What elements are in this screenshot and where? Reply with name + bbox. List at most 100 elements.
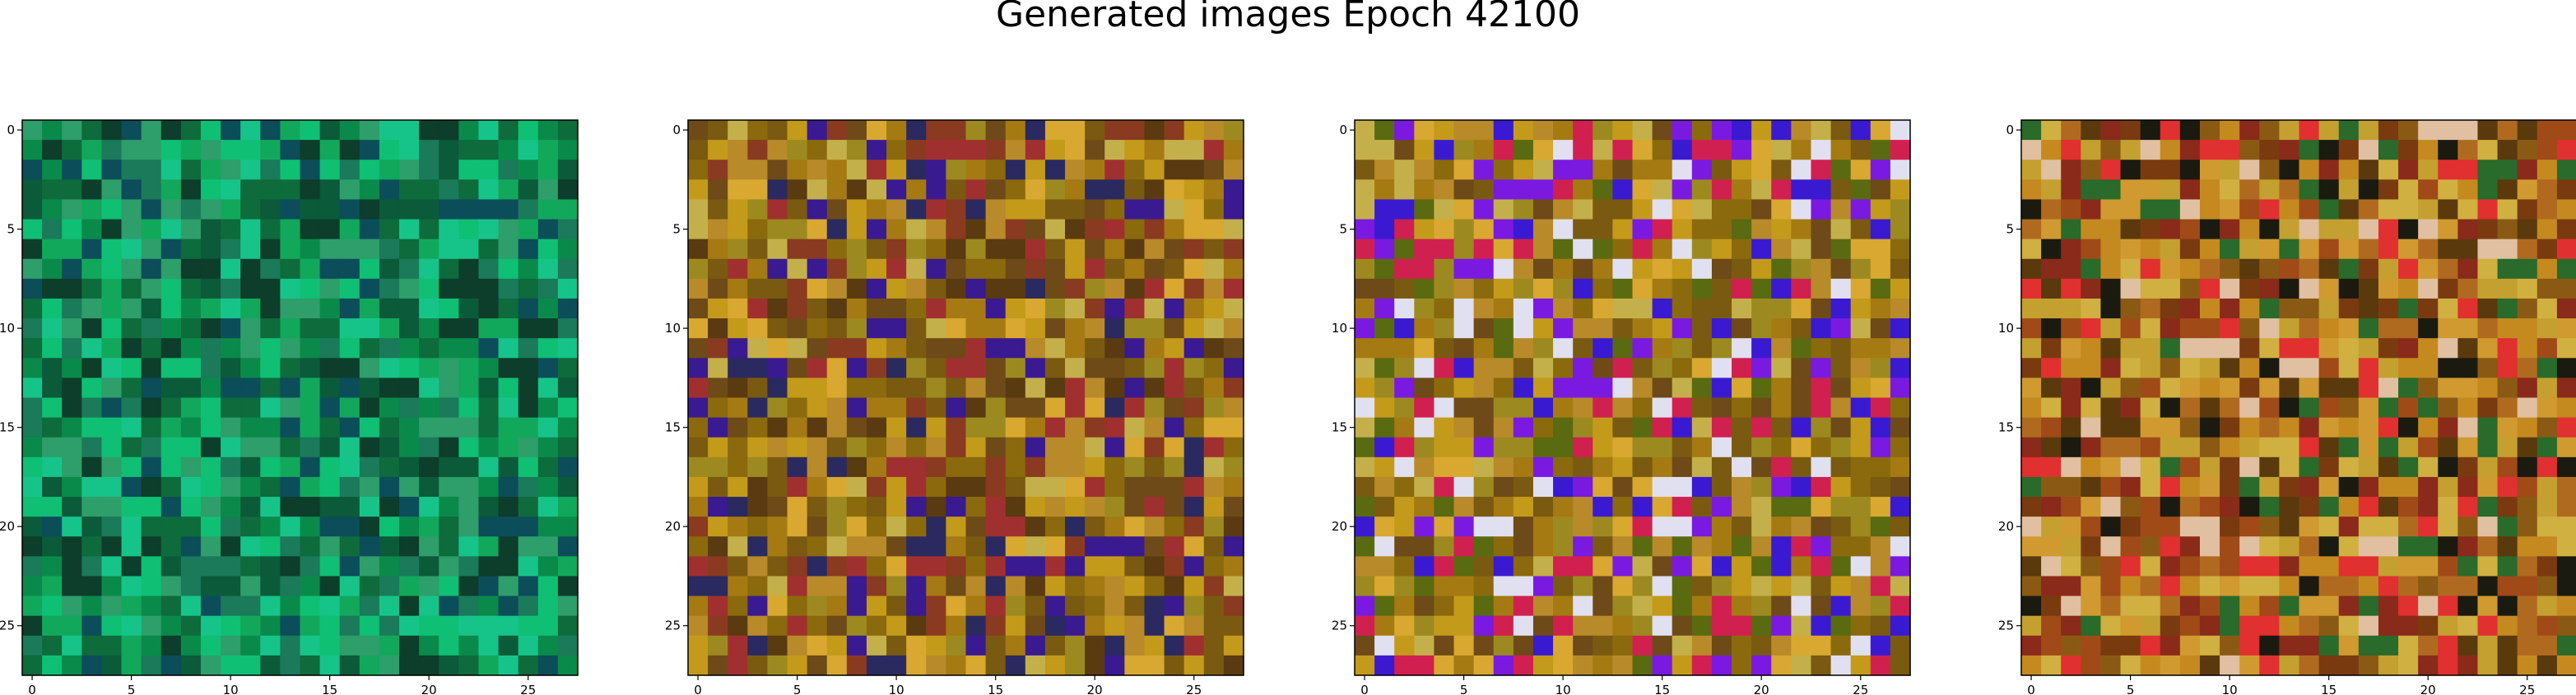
pixel-cell [1355,536,1375,557]
pixel-cell [2061,219,2081,240]
pixel-cell [2299,595,2320,617]
pixel-cell [1104,437,1125,458]
pixel-cell [319,615,341,637]
pixel-cell [1751,278,1772,299]
pixel-cell [1065,456,1086,478]
pixel-cell [1085,576,1105,597]
pixel-cell [101,338,123,359]
pixel-cell [1144,358,1165,378]
pixel-cell [1473,576,1495,597]
pixel-cell [1870,378,1891,399]
pixel-cell [478,556,500,577]
pixel-cell [518,318,539,339]
pixel-cell [728,655,748,676]
pixel-cell [1355,437,1375,458]
pixel-cell [2120,120,2141,141]
pixel-cell [1085,397,1105,419]
pixel-cell [141,635,162,656]
pixel-cell [1751,517,1772,537]
pixel-cell [1085,378,1105,399]
pixel-cell [2041,298,2062,319]
pixel-cell [22,199,43,220]
pixel-cell [439,318,459,339]
pixel-cell [200,338,221,359]
pixel-cell [846,160,867,180]
pixel-cell [1593,655,1613,676]
pixel-cell [906,437,927,458]
pixel-cell [2220,338,2240,359]
pixel-cell [2140,179,2161,201]
pixel-cell [221,199,241,220]
pixel-cell [1771,437,1792,458]
pixel-cell [1593,378,1613,399]
pixel-cell [1513,536,1534,557]
pixel-cell [22,655,43,676]
pixel-cell [2338,378,2360,399]
pixel-cell [2081,358,2102,378]
pixel-cell [22,140,43,160]
pixel-cell [1532,239,1554,260]
pixel-cell [1025,179,1046,201]
pixel-cell [2457,655,2479,676]
pixel-cell [537,258,559,280]
pixel-cell [2378,318,2399,339]
pixel-cell [101,199,123,220]
pixel-cell [2140,219,2161,240]
pixel-cell [379,417,400,438]
pixel-cell [478,219,500,240]
pixel-cell [1065,160,1086,180]
pixel-cell [1890,358,1911,378]
pixel-cell [2418,239,2439,260]
pixel-cell [1044,378,1066,399]
pixel-cell [2120,160,2141,180]
pixel-cell [2199,358,2220,378]
pixel-cell [2378,536,2399,557]
pixel-cell [1414,338,1435,359]
pixel-cell [1573,160,1593,180]
pixel-cell [826,160,848,180]
pixel-cell [419,199,439,220]
pixel-cell [1593,298,1613,319]
pixel-cell [787,278,808,299]
pixel-cell [180,318,202,339]
pixel-cell [1593,556,1613,577]
pixel-cell [1085,358,1105,378]
pixel-cell [787,179,808,201]
pixel-cell [985,397,1007,419]
pixel-cell [359,298,380,319]
pixel-cell [2120,179,2141,201]
pixel-cell [1355,456,1375,478]
pixel-cell [280,199,301,220]
pixel-cell [1850,120,1872,141]
pixel-cell [2179,615,2201,637]
pixel-cell [1513,437,1534,458]
pixel-cell [1453,635,1475,656]
pixel-cell [2338,160,2360,180]
pixel-cell [1811,199,1832,220]
pixel-cell [1532,338,1554,359]
pixel-cell [2457,258,2479,280]
pixel-cell [728,120,748,141]
pixel-cell [1164,536,1185,557]
pixel-cell [985,120,1007,141]
pixel-cell [260,655,281,676]
pixel-cell [2299,456,2320,478]
pixel-cell [2497,497,2518,517]
pixel-cell [1771,615,1792,637]
pixel-cell [2160,615,2181,637]
pixel-cell [1771,576,1792,597]
pixel-cell [1632,497,1653,517]
pixel-cell [1711,556,1732,577]
pixel-cell [1394,576,1415,597]
pixel-cell [2299,358,2320,378]
pixel-cell [1811,258,1832,280]
pixel-cell [2061,536,2081,557]
pixel-cell [557,298,579,319]
pixel-cell [221,595,241,617]
pixel-cell [906,160,927,180]
pixel-cell [1870,536,1891,557]
pixel-cell [2318,378,2340,399]
pixel-cell [180,278,202,299]
pixel-cell [826,615,848,637]
pixel-cell [280,397,301,419]
